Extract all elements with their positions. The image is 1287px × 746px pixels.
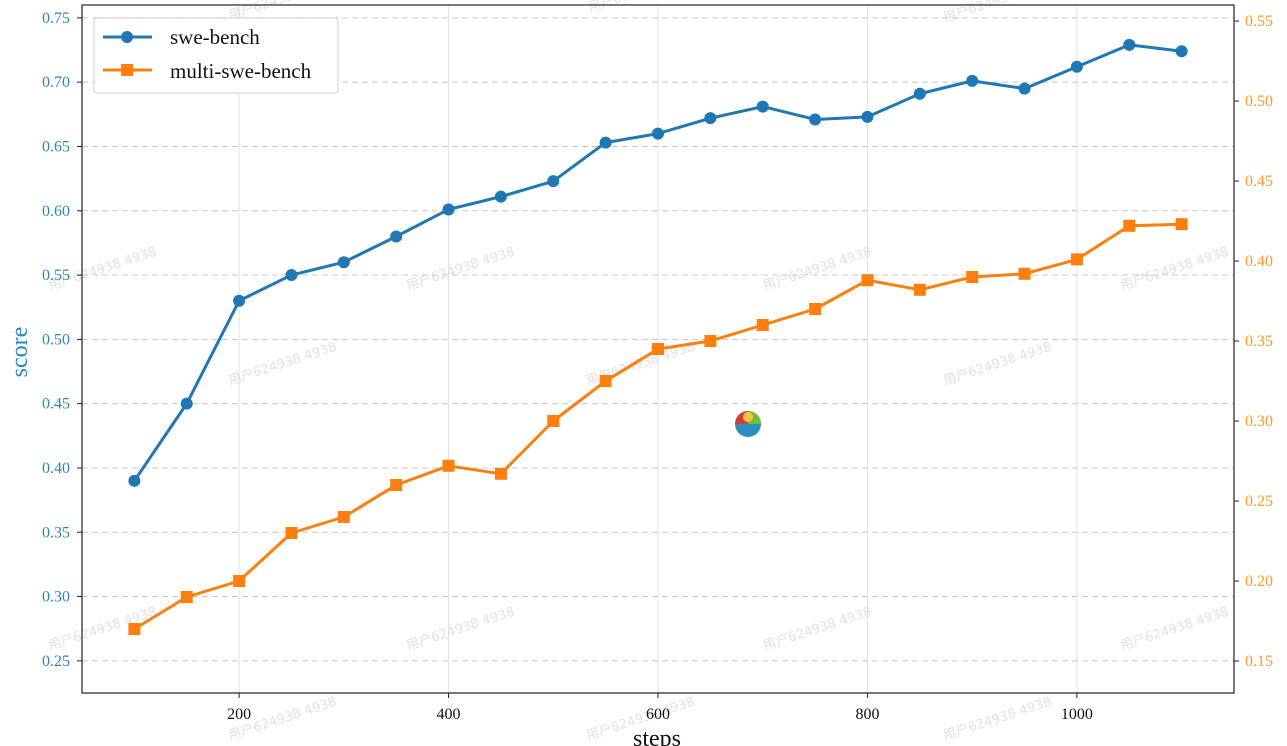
y-left-tick-label: 0.50 xyxy=(42,331,70,348)
data-point-swe-bench xyxy=(442,203,455,216)
watermark-text: 用户624938 4938 xyxy=(226,339,338,389)
data-point-multi-swe-bench xyxy=(1175,218,1188,231)
data-point-swe-bench xyxy=(285,269,298,282)
data-point-multi-swe-bench xyxy=(1123,219,1136,232)
watermark-text: 用户624938 4938 xyxy=(1118,604,1230,654)
x-axis-label: steps xyxy=(633,726,681,746)
y-right-tick-label: 0.30 xyxy=(1245,413,1273,430)
watermark-text: 用户624938 4938 xyxy=(941,339,1053,389)
grid xyxy=(82,5,1234,693)
data-point-multi-swe-bench xyxy=(337,511,350,523)
watermark-text: 用户624938 4938 xyxy=(1118,244,1230,294)
data-point-swe-bench xyxy=(1070,60,1083,73)
y-right-tick-label: 0.15 xyxy=(1245,653,1273,670)
y-right-tick-label: 0.45 xyxy=(1245,173,1273,190)
data-point-multi-swe-bench xyxy=(756,319,769,331)
logo-icon xyxy=(735,411,761,437)
data-point-multi-swe-bench xyxy=(966,271,979,283)
x-tick-label: 400 xyxy=(437,706,461,723)
right-axis: 0.15 0.20 0.25 0.30 0.35 0.40 0.45 0.50 0.55 xyxy=(1234,13,1273,670)
y-right-tick-label: 0.25 xyxy=(1245,493,1273,510)
data-point-swe-bench xyxy=(128,474,141,487)
data-point-swe-bench xyxy=(1018,82,1031,95)
y-right-tick-label: 0.20 xyxy=(1245,573,1273,590)
data-point-swe-bench xyxy=(861,110,874,123)
data-point-multi-swe-bench xyxy=(599,375,612,387)
data-point-multi-swe-bench xyxy=(547,415,560,427)
data-point-swe-bench xyxy=(390,230,403,243)
watermarks: 用户624938 4938 用户624938 4938 用户624938 4938 用… xyxy=(46,0,1230,744)
y-left-tick-label: 0.55 xyxy=(42,267,70,284)
y-right-tick-label: 0.55 xyxy=(1245,13,1273,30)
x-tick-label: 600 xyxy=(646,706,670,723)
data-point-multi-swe-bench xyxy=(704,335,717,347)
y-left-tick-label: 0.30 xyxy=(42,589,70,606)
data-point-multi-swe-bench xyxy=(494,467,507,480)
x-tick-label: 200 xyxy=(227,706,251,723)
data-point-swe-bench xyxy=(599,136,612,149)
data-point-multi-swe-bench xyxy=(1018,267,1031,280)
data-point-multi-swe-bench xyxy=(390,479,403,491)
y-left-tick-label: 0.65 xyxy=(42,138,70,155)
data-point-swe-bench xyxy=(809,113,822,126)
legend-marker-multi-swe-bench xyxy=(121,64,133,76)
x-tick-label: 800 xyxy=(855,706,879,723)
data-point-swe-bench xyxy=(337,256,350,269)
y-right-tick-label: 0.35 xyxy=(1245,333,1273,350)
watermark-text: 用户624938 4938 xyxy=(761,604,873,654)
y-left-tick-label: 0.25 xyxy=(42,653,70,670)
data-point-swe-bench xyxy=(180,397,193,410)
y-left-tick-label: 0.70 xyxy=(42,74,70,91)
data-point-swe-bench xyxy=(547,175,560,188)
data-point-swe-bench xyxy=(966,74,979,87)
data-point-swe-bench xyxy=(704,112,717,125)
legend-box xyxy=(93,17,339,94)
data-point-swe-bench xyxy=(1123,38,1136,51)
watermark-text: 用户624938 4938 xyxy=(586,0,698,16)
legend-label-swe-bench: swe-bench xyxy=(170,25,260,49)
data-point-swe-bench xyxy=(756,100,769,113)
data-point-multi-swe-bench xyxy=(233,575,246,587)
legend: swe-bench multi-swe-bench xyxy=(93,17,339,94)
legend-entry-swe-bench: swe-bench xyxy=(103,25,260,49)
watermark-text: 用户624938 4938 xyxy=(404,604,516,654)
data-point-swe-bench xyxy=(652,127,664,140)
data-point-swe-bench xyxy=(913,87,926,100)
data-point-swe-bench xyxy=(233,294,246,307)
y-left-tick-label: 0.40 xyxy=(42,460,70,477)
data-point-multi-swe-bench xyxy=(180,591,193,603)
legend-marker-swe-bench xyxy=(121,31,133,43)
watermark-text: 用户624938 4938 xyxy=(941,0,1053,26)
legend-entry-multi-swe-bench: multi-swe-bench xyxy=(103,59,312,83)
y-right-tick-label: 0.40 xyxy=(1245,253,1273,270)
data-point-multi-swe-bench xyxy=(285,527,298,539)
data-point-multi-swe-bench xyxy=(861,274,874,287)
y-right-tick-label: 0.50 xyxy=(1245,93,1273,110)
watermark-text: 用户624938 4938 xyxy=(404,244,516,294)
data-point-multi-swe-bench xyxy=(652,343,664,355)
y-left-tick-label: 0.35 xyxy=(42,524,70,541)
data-point-multi-swe-bench xyxy=(809,303,822,315)
y-left-tick-label: 0.45 xyxy=(42,396,70,413)
watermark-text: 用户624938 4938 xyxy=(46,604,158,654)
x-axis: 200 400 600 800 1000 xyxy=(227,693,1093,723)
data-point-swe-bench xyxy=(494,190,507,203)
data-point-multi-swe-bench xyxy=(913,283,926,296)
series-layer xyxy=(128,38,1188,635)
y-axis-label: score xyxy=(7,327,33,378)
y-left-tick-label: 0.75 xyxy=(42,10,70,27)
data-point-multi-swe-bench xyxy=(128,623,141,635)
data-point-swe-bench xyxy=(1175,45,1188,58)
legend-label-multi-swe-bench: multi-swe-bench xyxy=(170,59,312,83)
left-axis: 0.25 0.30 0.35 0.40 0.45 0.50 0.55 0.60 0.65 0.70… xyxy=(42,10,82,670)
x-tick-label: 1000 xyxy=(1061,706,1093,723)
watermark-text: 用户624938 4938 xyxy=(941,694,1053,744)
data-point-multi-swe-bench xyxy=(442,459,455,472)
y-left-tick-label: 0.60 xyxy=(42,203,70,220)
data-point-multi-swe-bench xyxy=(1070,253,1083,266)
